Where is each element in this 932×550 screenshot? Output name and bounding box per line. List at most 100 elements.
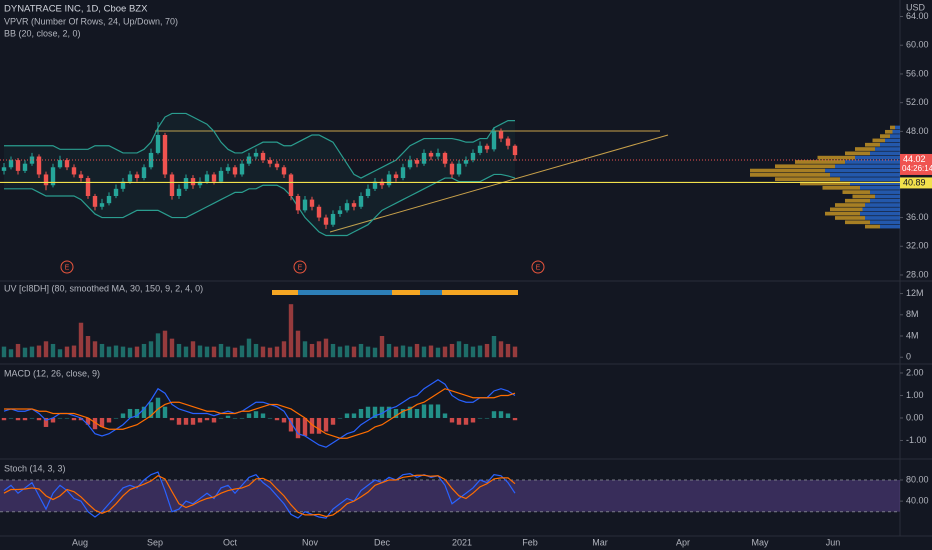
macd-histogram-bar (449, 417, 455, 423)
y-tick-label: 4M (906, 330, 919, 340)
level-label: 40.89 (903, 177, 926, 187)
candle-body (92, 196, 98, 207)
candle-body (127, 174, 133, 182)
macd-histogram-bar (85, 417, 91, 425)
uv-strip (272, 290, 298, 295)
macd-histogram-bar (414, 408, 420, 418)
candle-body (470, 152, 476, 161)
y-tick-label: 2.00 (906, 367, 924, 377)
macd-histogram-bar (204, 417, 210, 421)
vp-down (842, 190, 870, 194)
y-tick-label: 0.00 (906, 412, 924, 422)
chart-title: DYNATRACE INC, 1D, Cboe BZX (4, 4, 148, 15)
candle-body (218, 170, 224, 182)
candle-body (176, 188, 182, 196)
macd-histogram-bar (330, 417, 336, 425)
y-tick-label: 28.00 (906, 269, 929, 279)
vp-up (880, 142, 900, 147)
vp-up (835, 164, 900, 169)
volume-bar (281, 341, 287, 358)
candle-body (316, 206, 322, 218)
candle-body (302, 199, 308, 211)
candle-body (484, 145, 490, 150)
last-price-label: 44.02 (903, 154, 926, 164)
candle-body (197, 181, 203, 186)
candle-body (22, 163, 28, 171)
volume-bar (372, 347, 378, 358)
macd-histogram-bar (232, 417, 238, 419)
macd-histogram-bar (15, 417, 21, 421)
candle-body (449, 163, 455, 175)
candle-body (351, 203, 357, 207)
candle-body (85, 178, 91, 196)
candle-body (29, 156, 35, 164)
vp-down (795, 160, 845, 164)
candle-body (309, 199, 315, 207)
vp-down (835, 203, 865, 207)
macd-histogram-bar (323, 417, 329, 432)
vp-up (862, 207, 900, 212)
vp-up (865, 203, 900, 207)
vp-down (750, 173, 830, 177)
candle-body (421, 152, 427, 164)
volume-bar (106, 346, 112, 358)
volume-bar (57, 349, 63, 358)
candle-body (393, 174, 399, 179)
macd-histogram-bar (281, 417, 287, 423)
y-tick-label: 40.00 (906, 496, 929, 506)
vp-down (880, 134, 890, 138)
indicator-label: VPVR (Number Of Rows, 24, Up/Down, 70) (4, 16, 178, 26)
vp-down (852, 194, 875, 199)
candle-body (477, 145, 483, 153)
volume-bar (85, 336, 91, 358)
vp-down (775, 164, 835, 169)
macd-histogram-bar (78, 417, 84, 421)
candle-body (43, 174, 49, 186)
vp-down (817, 155, 855, 160)
macd-histogram-bar (148, 402, 154, 418)
macd-histogram-bar (358, 408, 364, 418)
volume-bar (288, 304, 294, 358)
macd-histogram-bar (22, 417, 28, 421)
vp-up (825, 168, 900, 173)
volume-bar (330, 343, 336, 358)
candle-body (274, 163, 280, 168)
volume-bar (43, 341, 49, 358)
volume-bar (323, 338, 329, 358)
macd-histogram-bar (393, 408, 399, 418)
candle-body (456, 163, 462, 175)
candle-body (379, 181, 385, 186)
macd-histogram-bar (477, 417, 483, 419)
y-tick-label: 32.00 (906, 241, 929, 251)
candle-body (512, 145, 518, 156)
uv-strip (442, 290, 518, 295)
macd-histogram-bar (113, 417, 119, 419)
candle-body (442, 152, 448, 164)
volume-bar (218, 343, 224, 358)
volume-bar (260, 346, 266, 358)
stoch-d (3, 474, 516, 518)
vp-up (870, 151, 900, 156)
macd-histogram-bar (169, 417, 175, 421)
volume-bar (29, 346, 35, 358)
macd-histogram-bar (351, 413, 357, 418)
vp-down (885, 129, 893, 134)
candle-body (288, 174, 294, 196)
macd-histogram-bar (505, 413, 511, 418)
x-tick-label: Mar (592, 537, 608, 547)
macd-line (3, 379, 516, 448)
vp-down (825, 211, 860, 216)
volume-bar (22, 347, 28, 358)
earnings-marker (293, 260, 307, 274)
macd-histogram-bar (176, 417, 182, 425)
volume-bar (393, 346, 399, 358)
volume-bar (344, 345, 350, 358)
vp-up (892, 129, 900, 134)
candle-body (491, 131, 497, 150)
volume-bar (386, 343, 392, 358)
macd-histogram-bar (57, 417, 63, 419)
candle-body (106, 196, 112, 204)
volume-bar (400, 345, 406, 358)
